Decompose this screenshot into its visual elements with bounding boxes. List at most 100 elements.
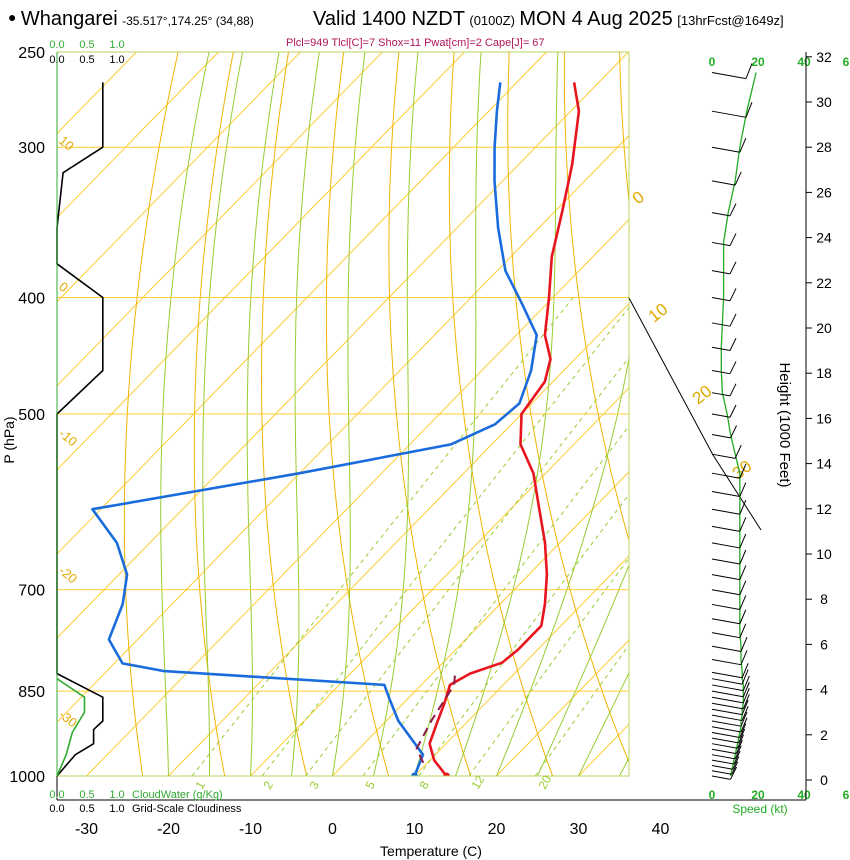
wind-barb-flag [739,463,747,479]
wind-barb-flag [745,63,753,79]
wind-barb [711,754,736,760]
height-tick-label: 24 [816,230,832,246]
wind-barb-flag [739,723,747,738]
speed-tick-top: 6 [843,55,850,69]
speed-axis-title: Speed (kt) [732,802,787,816]
wind-barb [711,671,743,679]
pressure-tick-label: 850 [18,684,45,701]
dry-adiabat-line [448,52,554,776]
mixing-ratio-label: 3 [306,778,322,791]
pressure-tick-label: 700 [18,583,45,600]
cloud-water-line [56,678,86,777]
wind-barb-flag [739,517,747,532]
wind-barb [711,770,732,775]
wind-barb-flag [740,637,748,652]
wind-barb [711,241,731,247]
wind-barb [711,413,731,418]
isotherm-line [414,555,629,776]
wind-barb [711,589,740,596]
wind-barb-flag [740,717,748,733]
wind-barb [711,433,731,439]
wind-barb [711,632,740,639]
dry-adiabat-label: -10 [56,426,80,450]
moist-adiabat-line [455,52,559,776]
pressure-tick-label: 500 [18,407,45,424]
isotherm-line [743,52,850,776]
mixing-ratio-label: 2 [260,778,276,791]
speed-tick-bottom: 6 [843,788,850,802]
isotherm-line [332,471,629,776]
dry-adiabat-line [123,52,179,776]
cloudiness-tick-top: 1.0 [109,54,124,66]
wind-barb-flag [729,203,737,217]
height-tick-label: 12 [816,501,832,517]
wind-barb [711,392,731,397]
wind-barb [711,558,740,565]
isotherm-line [57,52,219,219]
wind-barb-flag [734,444,742,459]
moist-adiabat-label: 30 [729,457,756,484]
mixing-ratio-label: 8 [416,778,432,791]
wind-barb-flag [730,766,738,780]
wind-barb-flag [745,102,753,118]
profile-lines [91,82,581,776]
cloud-panel: 0.0 0.0 0.0 0.0 0.5 0.5 0.5 0.5 1.0 1.0 1.0 1.0 Clou… [49,39,242,815]
temperature-line [428,82,581,776]
wind-barb [711,720,742,727]
station-name: Whangarei [20,8,118,30]
utc-time: (0100Z) [469,13,515,28]
height-tick-label: 22 [816,275,832,291]
plot-frame [56,51,806,801]
wind-barb-flag [739,500,747,515]
cloudiness-line [56,82,104,777]
wind-barb-flag [739,595,747,610]
height-tick-label: 18 [816,365,832,381]
moist-adiabat-line [578,671,629,776]
temperature-tick-label: -30 [75,821,98,838]
wind-barb [711,525,740,532]
wind-barb-flag [729,288,737,301]
isotherm-line [496,639,629,776]
wind-barb [711,748,737,755]
dry-adiabat-line [388,52,472,776]
wind-barb [711,708,743,716]
height-tick-label: 14 [816,456,832,472]
wind-barb-flag [741,700,749,715]
wind-barb-flag [729,404,737,418]
cloudiness-tick-top: 0.5 [79,54,94,66]
wind-barb-flag [741,663,749,678]
wind-barb [711,346,731,351]
cloudiness-label: Grid-Scale Cloudiness [132,803,242,815]
temperature-tick-label: 30 [570,821,588,838]
station-dot-icon: ● [8,9,17,25]
dry-adiabat-line [507,52,629,764]
pressure-tick-label: 300 [18,140,45,157]
wind-barb [711,212,731,217]
wind-barb [711,71,747,80]
wind-barb [711,574,740,581]
wind-barb-flag [738,728,746,744]
wind-barb-flag [729,233,737,246]
thermo-grid [57,52,850,776]
wind-barb-flag [729,338,737,351]
mixing-ratio-label: 5 [362,778,378,791]
station-header: ● Whangarei -35.517°,174.25° (34,88) [8,8,254,31]
wind-barb [711,110,747,118]
wind-barb-flag [742,675,750,691]
moist-adiabat-line [537,563,629,776]
height-axis-title: Height (1000 Feet) [776,362,793,487]
wind-barb-flag [729,261,737,275]
wind-barb [711,731,740,738]
speed-tick-bottom: 20 [751,788,765,802]
wind-barb [711,775,731,780]
wind-barb [711,146,740,153]
forecast-info: [13hrFcst@1649z] [677,13,784,28]
wind-barb-flag [740,711,748,727]
height-tick-label: 8 [820,591,828,607]
mixing-ratio-line [534,644,629,776]
temperature-tick-label: 10 [406,821,424,838]
isotherm-line [57,52,301,303]
dry-adiabat-label: 10 [56,133,77,154]
moist-adiabat-line [202,52,244,776]
